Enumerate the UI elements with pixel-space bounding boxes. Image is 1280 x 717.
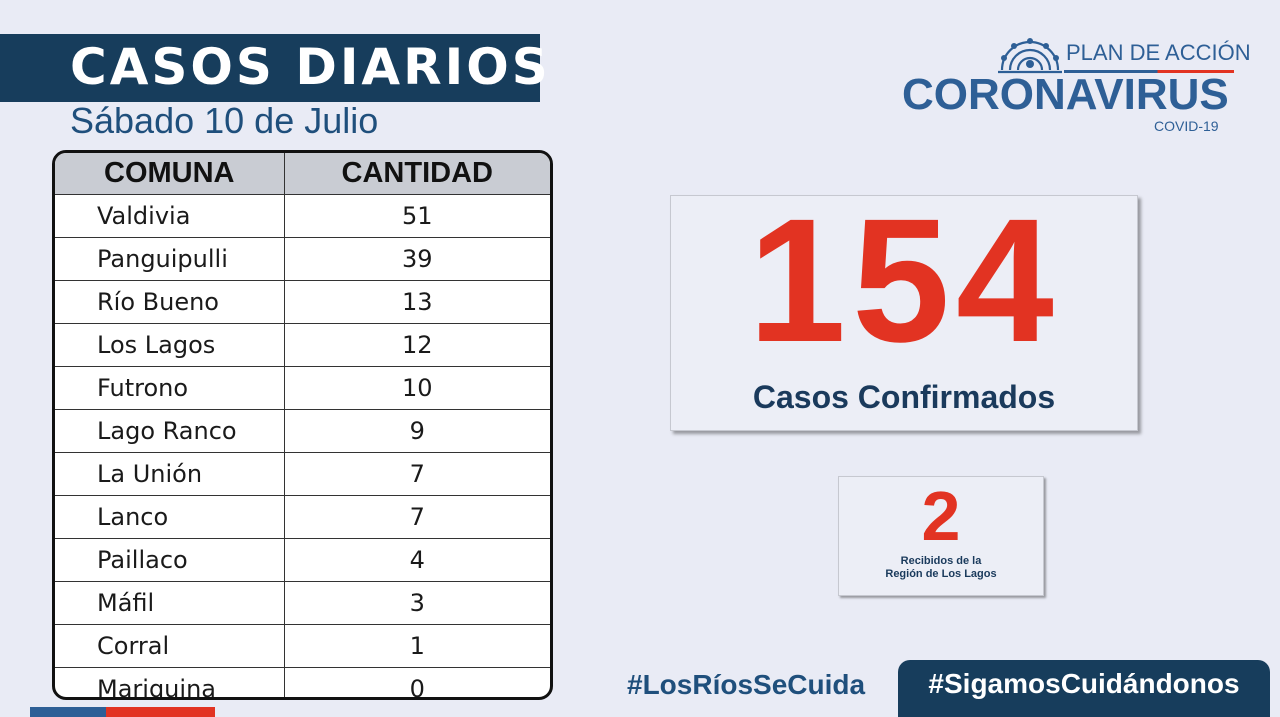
hashtag-sigamos: #SigamosCuidándonos [928,668,1240,699]
received-label-line-1: Recibidos de la [900,555,982,567]
hashtag-los-rios: #LosRíosSeCuida [627,669,866,700]
table-header-row: COMUNA CANTIDAD [55,153,550,195]
comuna-cell: Lanco [55,495,285,539]
comuna-cell: Río Bueno [55,280,285,324]
comuna-cell: Panguipulli [55,237,285,281]
cantidad-cell: 1 [284,624,550,668]
cantidad-cell: 51 [284,194,550,238]
table-row: Lanco 7 [55,495,550,539]
logo-name: CORONAVIRUS [902,70,1229,119]
cantidad-cell: 4 [284,538,550,582]
table-row: Los Lagos 12 [55,323,550,367]
comuna-cell: Valdivia [55,194,285,238]
table-row: La Unión 7 [55,452,550,496]
logo-plan-text: PLAN DE ACCIÓN [1066,40,1251,65]
total-cases-number: 154 [748,183,1060,379]
comuna-cell: Lago Ranco [55,409,285,453]
footer-stripe-blue [30,707,106,717]
table-row: Panguipulli 39 [55,237,550,281]
comuna-cell: Futrono [55,366,285,410]
table-row: Futrono 10 [55,366,550,410]
report-date: Sábado 10 de Julio [70,100,379,141]
table-row: Paillaco 4 [55,538,550,582]
table-row: Mariquina 0 [55,667,550,697]
cantidad-cell: 39 [284,237,550,281]
cantidad-cell: 7 [284,452,550,496]
comuna-cell: Mariquina [55,667,285,697]
cantidad-cell: 3 [284,581,550,625]
logo-subtitle: COVID-19 [1154,118,1219,134]
cantidad-cell: 13 [284,280,550,324]
title-banner: CASOS DIARIOS [0,34,548,102]
table-row: Corral 1 [55,624,550,668]
comuna-cell: Los Lagos [55,323,285,367]
cantidad-cell: 0 [284,667,550,697]
total-cases-card: 154 Casos Confirmados [670,183,1138,431]
cantidad-cell: 9 [284,409,550,453]
comuna-cell: Máfil [55,581,285,625]
total-cases-label: Casos Confirmados [752,379,1056,415]
cantidad-cell: 7 [284,495,550,539]
column-header-cantidad: CANTIDAD [284,153,550,195]
comuna-cell: Paillaco [55,538,285,582]
table-row: Lago Ranco 9 [55,409,550,453]
table-row: Valdivia 51 [55,194,550,238]
logo-underline [1064,70,1234,73]
table-row: Río Bueno 13 [55,280,550,324]
cases-table: COMUNA CANTIDAD Valdivia 51 Panguipulli 39 R… [52,150,553,700]
received-cases-number: 2 [921,477,961,555]
cantidad-cell: 12 [284,323,550,367]
comuna-cell: La Unión [55,452,285,496]
received-label-line-2: Región de Los Lagos [885,568,997,580]
footer-stripe-red [106,707,215,717]
hashtag-banner: #SigamosCuidándonos [898,660,1270,717]
received-cases-label: Recibidos de la Región de Los Lagos [839,555,1043,581]
page-title: CASOS DIARIOS [70,38,551,96]
cantidad-cell: 10 [284,366,550,410]
virus-dome-icon [998,38,1062,74]
column-header-comuna: COMUNA [55,153,285,195]
table-row: Máfil 3 [55,581,550,625]
coronavirus-logo: PLAN DE ACCIÓN CORONAVIRUS COVID-19 [896,30,1251,140]
comuna-cell: Corral [55,624,285,668]
received-cases-card: 2 Recibidos de la Región de Los Lagos [838,476,1044,596]
